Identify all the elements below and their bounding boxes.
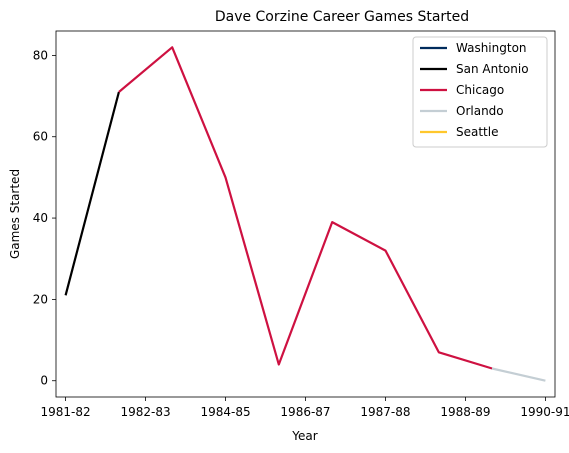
x-tick-label: 1981-82 [41,405,91,419]
y-axis-label: Games Started [8,169,22,259]
series-line-san-antonio [64,91,120,296]
x-tick-label: 1982-83 [120,405,170,419]
y-axis: 0 20 40 60 80 [33,48,56,388]
x-axis-label: Year [291,429,317,443]
y-tick-label: 20 [33,292,48,306]
x-tick-label: 1986-87 [280,405,330,419]
legend-label-washington: Washington [456,41,527,55]
y-tick-label: 0 [40,374,48,388]
x-tick-label: 1987-88 [360,405,410,419]
plot-lines [64,46,546,382]
x-tick-label: 1988-89 [440,405,490,419]
x-tick-label: 1984-85 [200,405,250,419]
legend: Washington San Antonio Chicago Orlando Seatt… [412,36,548,148]
legend-box [412,36,548,148]
x-tick-label: 1990-91 [520,405,569,419]
chart-title: Dave Corzine Career Games Started [215,9,469,25]
y-tick-label: 40 [33,211,48,225]
legend-label-san-antonio: San Antonio [456,62,529,76]
y-tick-label: 60 [33,130,48,144]
y-tick-label: 80 [33,48,48,62]
legend-label-orlando: Orlando [456,104,504,118]
legend-label-seattle: Seattle [456,125,498,139]
series-line-orlando [491,367,546,382]
series-line-chicago [118,46,493,370]
legend-label-chicago: Chicago [456,83,504,97]
x-axis: 1981-82 1982-83 1984-85 1986-87 1987-88 1988-… [41,397,569,419]
